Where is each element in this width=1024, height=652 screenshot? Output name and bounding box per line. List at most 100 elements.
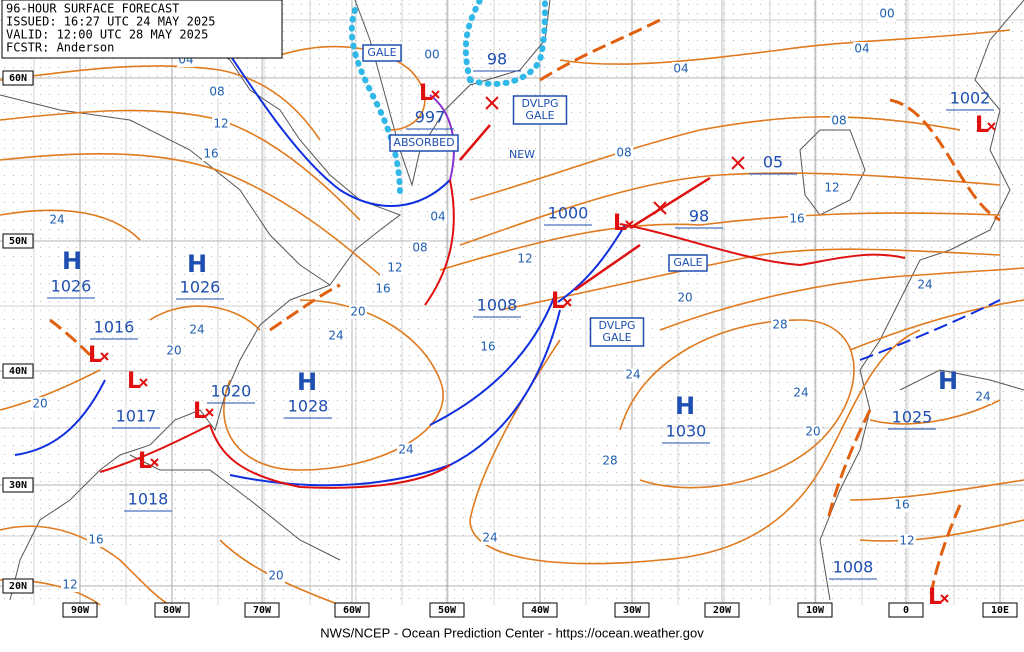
isobars — [0, 29, 1024, 606]
lon-label: 30W — [623, 605, 642, 616]
high-pressure: 1026 — [180, 278, 221, 297]
low-center-x — [485, 96, 499, 110]
isobar-label: 08 — [831, 114, 846, 128]
lon-label: 90W — [71, 605, 90, 616]
isobar-label-bg — [788, 212, 806, 226]
low-symbol: L — [975, 113, 989, 138]
isobar-label: 12 — [213, 117, 228, 131]
isobar-label: 24 — [975, 390, 990, 404]
lat-label-box — [2, 70, 34, 86]
header-line: 96-HOUR SURFACE FORECAST — [6, 2, 179, 16]
map-background — [0, 0, 1024, 605]
header-line: VALID: 12:00 UTC 28 MAY 2025 — [6, 28, 208, 42]
isobar-label: 12 — [62, 578, 77, 592]
high-symbol: H — [675, 392, 695, 420]
low-pressure: 1017 — [116, 407, 157, 426]
isobar-label: 04 — [673, 62, 688, 76]
annotation-box — [512, 95, 568, 125]
lon-label: 20W — [713, 605, 732, 616]
isobar-label-bg — [878, 7, 896, 21]
isobar-label: 12 — [517, 252, 532, 266]
lon-label: 70W — [253, 605, 272, 616]
isobar-label-bg — [804, 425, 822, 439]
isobar-label-bg — [61, 578, 79, 592]
isobar-label: 16 — [480, 340, 495, 354]
isobar-label-bg — [327, 329, 345, 343]
isobar-label: 16 — [88, 533, 103, 547]
lat-label-box — [2, 233, 34, 249]
isobar-label-bg — [423, 48, 441, 62]
lat-label: 20N — [9, 581, 27, 592]
isobar-label-bg — [792, 386, 810, 400]
isobar-label-bg — [165, 344, 183, 358]
isobar-label-bg — [429, 210, 447, 224]
isobar-label: 04 — [854, 42, 869, 56]
lat-label: 50N — [9, 236, 27, 247]
isobar-label-bg — [202, 147, 220, 161]
low-center-x — [139, 378, 148, 387]
fronts — [14, 0, 1001, 601]
lon-label-box — [704, 602, 740, 618]
isobar-label-bg — [601, 454, 619, 468]
isobar-label-bg — [893, 498, 911, 512]
isobar-label: 20 — [32, 397, 47, 411]
isobar-label-bg — [823, 181, 841, 195]
low-symbol: L — [928, 585, 942, 610]
isobar-label: 16 — [203, 147, 218, 161]
low-center-x — [653, 201, 667, 215]
isobar-label: 00 — [424, 48, 439, 62]
annotation: DVLPG GALE — [598, 319, 635, 344]
isobar-label-bg — [267, 569, 285, 583]
high-symbol: H — [297, 368, 317, 396]
isobar-label: 08 — [412, 241, 427, 255]
lon-label: 80W — [163, 605, 182, 616]
low-pressure: 1002 — [950, 89, 991, 108]
isobar-label: 24 — [398, 443, 413, 457]
isobar-label: 28 — [772, 318, 787, 332]
isobar-label-bg — [87, 533, 105, 547]
high-pressure: 1028 — [288, 397, 329, 416]
low-symbol: L — [127, 369, 141, 394]
isobar-label-bg — [188, 323, 206, 337]
lon-label: 10E — [991, 605, 1009, 616]
isobar-label-bg — [916, 278, 934, 292]
annotation-box — [668, 254, 708, 272]
low-pressure: 1008 — [833, 558, 874, 577]
lat-label-box — [2, 578, 34, 594]
footer: NWS/NCEP - Ocean Prediction Center - htt… — [320, 625, 704, 640]
annotation-box — [589, 317, 645, 347]
isobar-label-bg — [374, 282, 392, 296]
isobar-label: 24 — [189, 323, 204, 337]
lon-label-box — [522, 602, 558, 618]
isobar-label: 20 — [805, 425, 820, 439]
isobar-label-bg — [212, 117, 230, 131]
isobar-label-bg — [411, 241, 429, 255]
lat-label: 60N — [9, 73, 27, 84]
isobar-label-bg — [48, 213, 66, 227]
isobar-label: 24 — [625, 368, 640, 382]
isobar-label: 20 — [166, 344, 181, 358]
isobar-label: 16 — [894, 498, 909, 512]
high-pressure: 1026 — [51, 277, 92, 296]
isobar-label-bg — [516, 252, 534, 266]
isobar-label: 24 — [482, 531, 497, 545]
lon-label-box — [614, 602, 650, 618]
low-center-x — [205, 408, 214, 417]
isobar-label-bg — [481, 531, 499, 545]
isobar-label-bg — [479, 340, 497, 354]
low-pressure: 98 — [487, 50, 507, 69]
isobar-label-bg — [830, 114, 848, 128]
isobar-label: 12 — [824, 181, 839, 195]
lat-label: 30N — [9, 480, 27, 491]
lon-label: 10W — [806, 605, 825, 616]
lon-label-box — [62, 602, 98, 618]
low-symbol: L — [138, 449, 152, 474]
isobar-label-bg — [898, 534, 916, 548]
lat-label-box — [2, 477, 34, 493]
low-center-x — [940, 594, 949, 603]
low-pressure: 1000 — [548, 204, 589, 223]
isobar-label: 16 — [789, 212, 804, 226]
lon-label-box — [244, 602, 280, 618]
lon-label-box — [982, 602, 1018, 618]
